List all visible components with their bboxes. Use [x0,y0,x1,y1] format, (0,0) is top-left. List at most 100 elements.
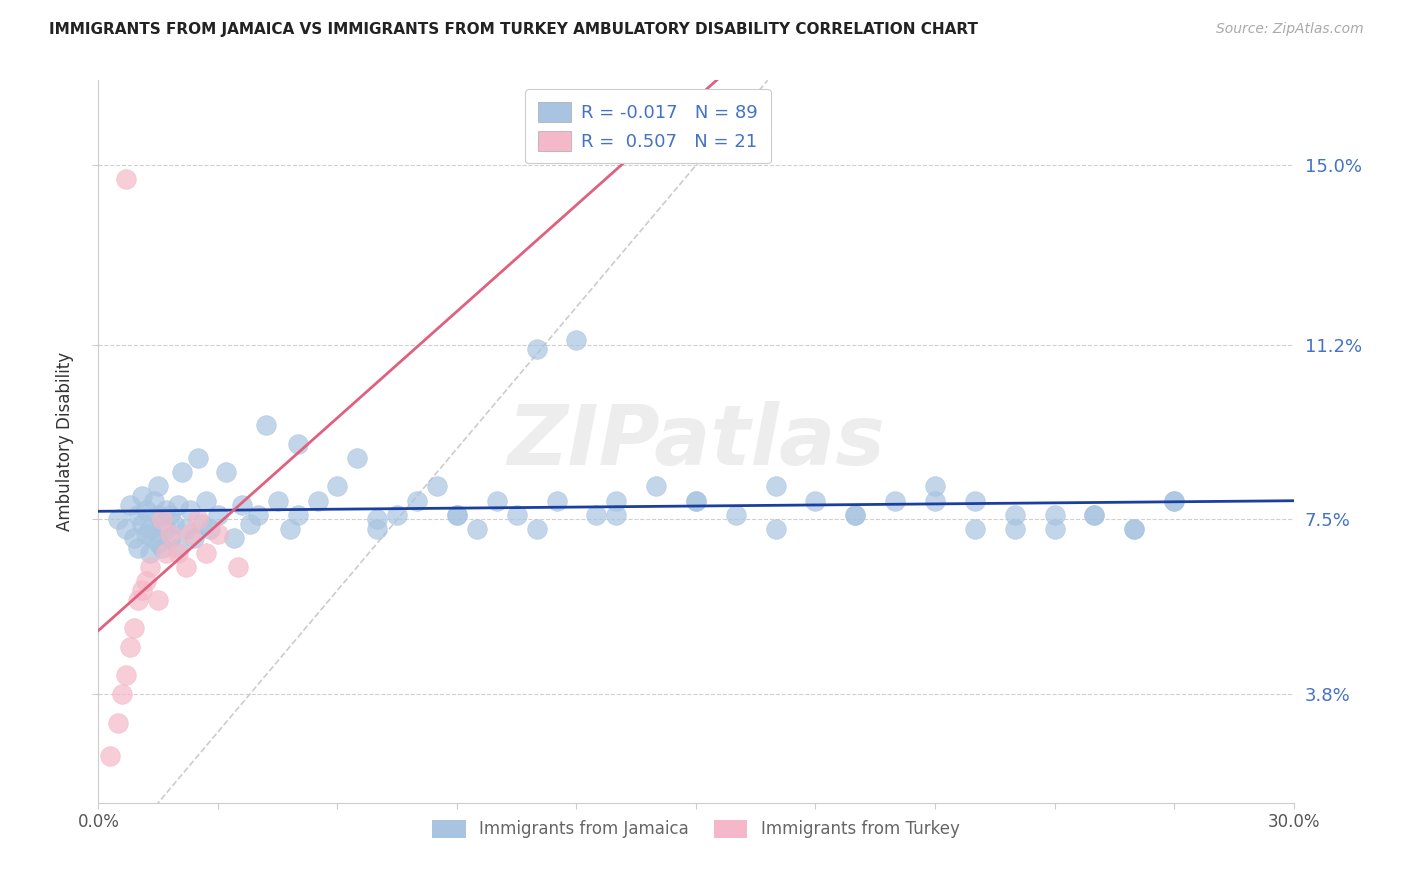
Point [267,493,290,508]
Point [120,498,142,512]
Point [254,417,277,432]
Point [159,526,181,541]
Point [565,333,588,347]
Point [246,508,269,522]
Point [963,522,986,536]
Y-axis label: Ambulatory Disability: Ambulatory Disability [56,352,75,531]
Point [131,489,153,503]
Point [127,541,149,555]
Point [159,508,181,522]
Point [924,479,946,493]
Point [724,508,747,522]
Point [426,479,449,493]
Point [226,559,249,574]
Point [685,493,707,508]
Point [207,526,229,541]
Point [924,493,946,508]
Point [1163,493,1185,508]
Point [346,451,368,466]
Point [1043,508,1066,522]
Point [107,715,129,730]
Point [446,508,468,522]
Point [167,541,190,555]
Point [366,512,388,526]
Point [278,522,301,536]
Point [231,498,253,512]
Point [187,512,209,526]
Point [307,493,329,508]
Point [115,172,138,186]
Point [1123,522,1146,536]
Text: ZIPatlas: ZIPatlas [508,401,884,482]
Point [155,545,177,559]
Point [143,532,166,546]
Point [765,479,787,493]
Point [765,522,787,536]
Point [239,517,262,532]
Point [111,687,134,701]
Legend: Immigrants from Jamaica, Immigrants from Turkey: Immigrants from Jamaica, Immigrants from… [426,813,966,845]
Point [1083,508,1105,522]
Text: Source: ZipAtlas.com: Source: ZipAtlas.com [1216,22,1364,37]
Point [127,592,149,607]
Point [98,748,122,763]
Point [207,508,229,522]
Point [685,493,707,508]
Point [198,522,221,536]
Point [287,437,309,451]
Point [148,479,170,493]
Point [143,493,166,508]
Point [465,522,488,536]
Point [187,451,209,466]
Point [135,526,157,541]
Point [150,517,173,532]
Point [148,536,170,550]
Point [446,508,468,522]
Point [131,517,153,532]
Point [804,493,827,508]
Point [844,508,866,522]
Point [1163,493,1185,508]
Point [287,508,309,522]
Point [1043,522,1066,536]
Point [485,493,508,508]
Point [127,508,149,522]
Point [148,592,170,607]
Point [195,545,218,559]
Point [884,493,907,508]
Point [366,522,388,536]
Point [139,522,162,536]
Point [585,508,607,522]
Point [124,621,146,635]
Point [115,522,138,536]
Point [148,508,170,522]
Point [1123,522,1146,536]
Point [183,532,205,546]
Point [120,640,142,654]
Point [179,503,201,517]
Point [174,559,197,574]
Point [605,493,627,508]
Point [159,532,181,546]
Point [526,343,548,357]
Point [107,512,129,526]
Point [546,493,568,508]
Point [131,583,153,598]
Point [645,479,668,493]
Point [506,508,529,522]
Point [406,493,429,508]
Point [172,465,194,479]
Point [115,668,138,682]
Point [150,541,173,555]
Point [191,517,214,532]
Point [139,545,162,559]
Point [605,508,627,522]
Point [326,479,349,493]
Point [179,526,201,541]
Point [963,493,986,508]
Point [195,493,218,508]
Point [844,508,866,522]
Point [124,532,146,546]
Point [135,574,157,588]
Point [1004,508,1026,522]
